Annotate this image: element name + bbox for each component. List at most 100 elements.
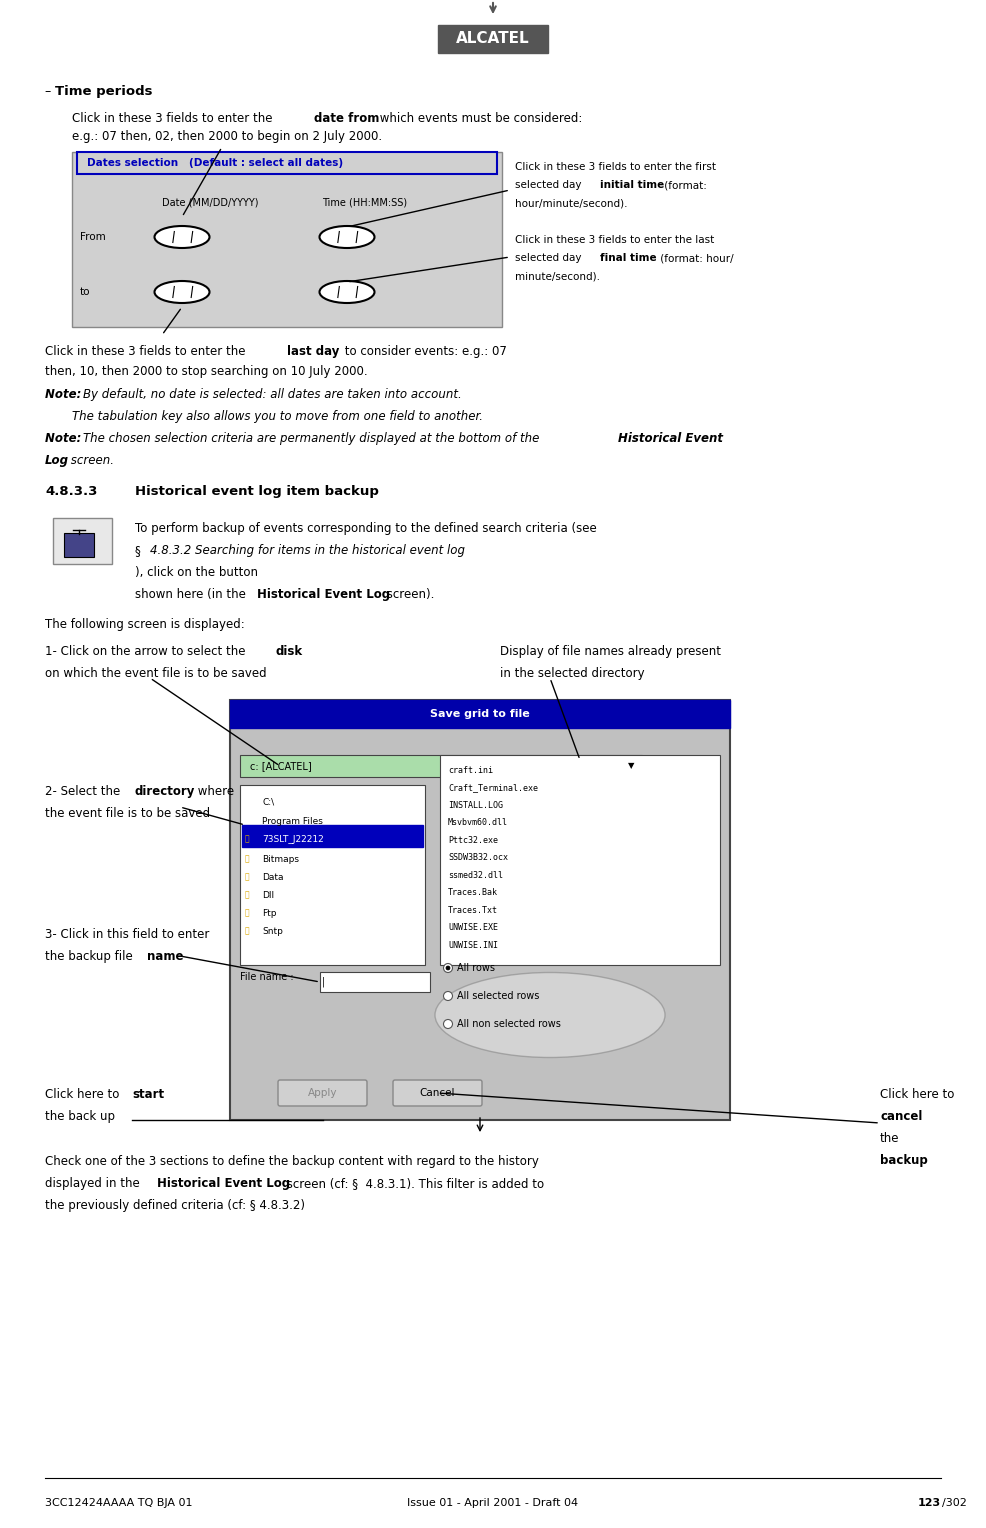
- FancyBboxPatch shape: [240, 755, 620, 778]
- Text: 📁: 📁: [245, 926, 249, 935]
- Text: Historical Event Log: Historical Event Log: [157, 1177, 290, 1190]
- FancyBboxPatch shape: [53, 518, 112, 564]
- Text: 📁: 📁: [245, 872, 249, 882]
- Text: Historical Event Log: Historical Event Log: [257, 588, 390, 601]
- Text: 📁: 📁: [245, 834, 249, 843]
- Text: craft.ini: craft.ini: [448, 766, 493, 775]
- Text: (format:: (format:: [661, 180, 707, 189]
- Text: Traces.Txt: Traces.Txt: [448, 906, 498, 914]
- Text: C:\: C:\: [262, 798, 274, 807]
- Text: Click in these 3 fields to enter the: Click in these 3 fields to enter the: [72, 112, 276, 125]
- Text: to consider events: e.g.: 07: to consider events: e.g.: 07: [341, 345, 507, 358]
- Text: start: start: [132, 1088, 164, 1102]
- Text: UNWISE.EXE: UNWISE.EXE: [448, 923, 498, 932]
- Text: Log: Log: [45, 454, 69, 468]
- Text: (format: hour/: (format: hour/: [657, 254, 734, 263]
- Text: Historical Event: Historical Event: [618, 432, 723, 445]
- Text: selected day: selected day: [515, 254, 585, 263]
- FancyBboxPatch shape: [240, 785, 425, 966]
- Text: Historical event log item backup: Historical event log item backup: [135, 484, 379, 498]
- Text: selected day: selected day: [515, 180, 585, 189]
- Text: File name :: File name :: [240, 972, 294, 983]
- Text: SSDW3B32.ocx: SSDW3B32.ocx: [448, 853, 508, 862]
- Text: ▼: ▼: [628, 761, 634, 770]
- Text: Check one of the 3 sections to define the backup content with regard to the hist: Check one of the 3 sections to define th…: [45, 1155, 539, 1167]
- Text: Issue 01 - April 2001 - Draft 04: Issue 01 - April 2001 - Draft 04: [407, 1497, 579, 1508]
- Text: where: where: [194, 785, 234, 798]
- Text: Bitmaps: Bitmaps: [262, 854, 299, 863]
- Text: Craft_Terminal.exe: Craft_Terminal.exe: [448, 782, 538, 792]
- Text: on which the event file is to be saved: on which the event file is to be saved: [45, 668, 266, 680]
- Text: The following screen is displayed:: The following screen is displayed:: [45, 617, 245, 631]
- Text: which events must be considered:: which events must be considered:: [376, 112, 583, 125]
- Text: the event file is to be saved: the event file is to be saved: [45, 807, 210, 821]
- Circle shape: [444, 992, 453, 1001]
- Text: Click in these 3 fields to enter the last: Click in these 3 fields to enter the las…: [515, 235, 714, 244]
- Text: 📁: 📁: [245, 909, 249, 917]
- FancyBboxPatch shape: [393, 1080, 482, 1106]
- Text: Click here to: Click here to: [880, 1088, 954, 1102]
- Text: 4.8.3.3: 4.8.3.3: [45, 484, 98, 498]
- Text: in the selected directory: in the selected directory: [500, 668, 645, 680]
- Text: All selected rows: All selected rows: [457, 992, 539, 1001]
- FancyBboxPatch shape: [438, 24, 548, 53]
- Text: UNWISE.INI: UNWISE.INI: [448, 941, 498, 949]
- Text: last day: last day: [287, 345, 339, 358]
- Text: Ftp: Ftp: [262, 909, 276, 917]
- Text: c: [ALCATEL]: c: [ALCATEL]: [250, 761, 312, 772]
- Text: date from: date from: [314, 112, 380, 125]
- Circle shape: [444, 964, 453, 972]
- Text: ), click on the button: ), click on the button: [135, 565, 258, 579]
- Text: 2- Select the: 2- Select the: [45, 785, 124, 798]
- Text: ssmed32.dll: ssmed32.dll: [448, 871, 503, 880]
- Text: the: the: [880, 1132, 899, 1144]
- Text: name: name: [147, 950, 183, 963]
- Text: /302: /302: [942, 1497, 967, 1508]
- Text: 3CC12424AAAA TQ BJA 01: 3CC12424AAAA TQ BJA 01: [45, 1497, 192, 1508]
- Ellipse shape: [319, 281, 375, 303]
- Text: directory: directory: [134, 785, 194, 798]
- FancyBboxPatch shape: [77, 151, 497, 174]
- Text: Click in these 3 fields to enter the: Click in these 3 fields to enter the: [45, 345, 249, 358]
- Text: From: From: [80, 232, 106, 241]
- Text: initial time: initial time: [600, 180, 665, 189]
- Text: Traces.Bak: Traces.Bak: [448, 888, 498, 897]
- FancyBboxPatch shape: [230, 700, 730, 1120]
- Text: Data: Data: [262, 872, 284, 882]
- Text: minute/second).: minute/second).: [515, 270, 600, 281]
- Text: §: §: [135, 544, 148, 558]
- Text: Time (HH:MM:SS): Time (HH:MM:SS): [322, 197, 407, 206]
- Text: Save grid to file: Save grid to file: [430, 709, 529, 720]
- Text: |: |: [322, 976, 325, 987]
- FancyBboxPatch shape: [440, 755, 720, 966]
- Text: 73SLT_J22212: 73SLT_J22212: [262, 834, 323, 843]
- Text: .: .: [141, 86, 145, 98]
- Ellipse shape: [155, 226, 209, 248]
- Text: Dates selection   (Default : select all dates): Dates selection (Default : select all da…: [87, 157, 343, 168]
- Text: The chosen selection criteria are permanently displayed at the bottom of the: The chosen selection criteria are perman…: [83, 432, 543, 445]
- Text: Dll: Dll: [262, 891, 274, 900]
- Circle shape: [444, 1019, 453, 1028]
- Text: 1- Click on the arrow to select the: 1- Click on the arrow to select the: [45, 645, 249, 659]
- Text: 📁: 📁: [245, 891, 249, 900]
- Ellipse shape: [435, 972, 665, 1057]
- Text: Apply: Apply: [308, 1088, 337, 1099]
- Text: Time periods: Time periods: [55, 86, 153, 98]
- Text: screen (cf: §  4.8.3.1). This filter is added to: screen (cf: § 4.8.3.1). This filter is a…: [283, 1177, 544, 1190]
- Text: 📁: 📁: [245, 854, 249, 863]
- Text: All non selected rows: All non selected rows: [457, 1019, 561, 1028]
- Ellipse shape: [319, 226, 375, 248]
- Text: cancel: cancel: [880, 1109, 922, 1123]
- Text: Click in these 3 fields to enter the first: Click in these 3 fields to enter the fir…: [515, 162, 716, 173]
- Text: Note:: Note:: [45, 432, 86, 445]
- Text: To perform backup of events corresponding to the defined search criteria (see: To perform backup of events correspondin…: [135, 523, 597, 535]
- Text: 4.8.3.2 Searching for items in the historical event log: 4.8.3.2 Searching for items in the histo…: [150, 544, 465, 558]
- Text: the back up: the back up: [45, 1109, 115, 1123]
- Text: Program Files: Program Files: [262, 817, 322, 827]
- Text: displayed in the: displayed in the: [45, 1177, 144, 1190]
- Text: the backup file: the backup file: [45, 950, 136, 963]
- Text: ALCATEL: ALCATEL: [457, 31, 529, 46]
- Text: Note:: Note:: [45, 388, 86, 400]
- FancyBboxPatch shape: [72, 151, 502, 327]
- Text: the previously defined criteria (cf: § 4.8.3.2): the previously defined criteria (cf: § 4…: [45, 1199, 305, 1212]
